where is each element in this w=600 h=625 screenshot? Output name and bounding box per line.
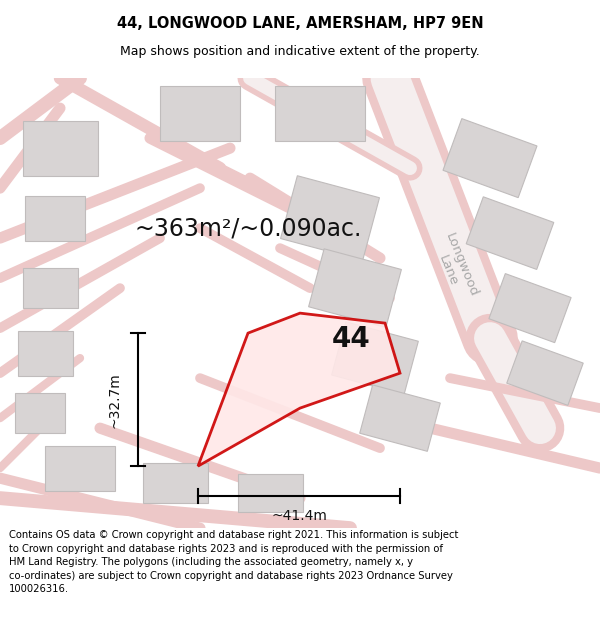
Text: ~41.4m: ~41.4m [271, 509, 327, 523]
Polygon shape [17, 331, 73, 376]
Text: Contains OS data © Crown copyright and database right 2021. This information is : Contains OS data © Crown copyright and d… [9, 530, 458, 594]
Polygon shape [198, 313, 400, 466]
Polygon shape [360, 385, 440, 451]
Polygon shape [143, 463, 208, 503]
Polygon shape [23, 268, 77, 308]
Text: Map shows position and indicative extent of the property.: Map shows position and indicative extent… [120, 46, 480, 58]
Polygon shape [507, 341, 583, 406]
Polygon shape [281, 176, 379, 261]
Polygon shape [308, 249, 401, 328]
Polygon shape [332, 322, 418, 394]
Polygon shape [160, 86, 240, 141]
Text: Longwood
Lane: Longwood Lane [430, 231, 481, 305]
Polygon shape [275, 86, 365, 141]
Polygon shape [466, 197, 554, 269]
Polygon shape [443, 119, 537, 198]
Polygon shape [23, 121, 97, 176]
Polygon shape [489, 274, 571, 342]
Text: 44, LONGWOOD LANE, AMERSHAM, HP7 9EN: 44, LONGWOOD LANE, AMERSHAM, HP7 9EN [116, 16, 484, 31]
Polygon shape [238, 474, 302, 512]
Polygon shape [45, 446, 115, 491]
Polygon shape [25, 196, 85, 241]
Text: ~363m²/~0.090ac.: ~363m²/~0.090ac. [134, 216, 362, 240]
Polygon shape [15, 393, 65, 433]
Text: 44: 44 [332, 326, 371, 353]
Text: ~32.7m: ~32.7m [107, 372, 121, 428]
